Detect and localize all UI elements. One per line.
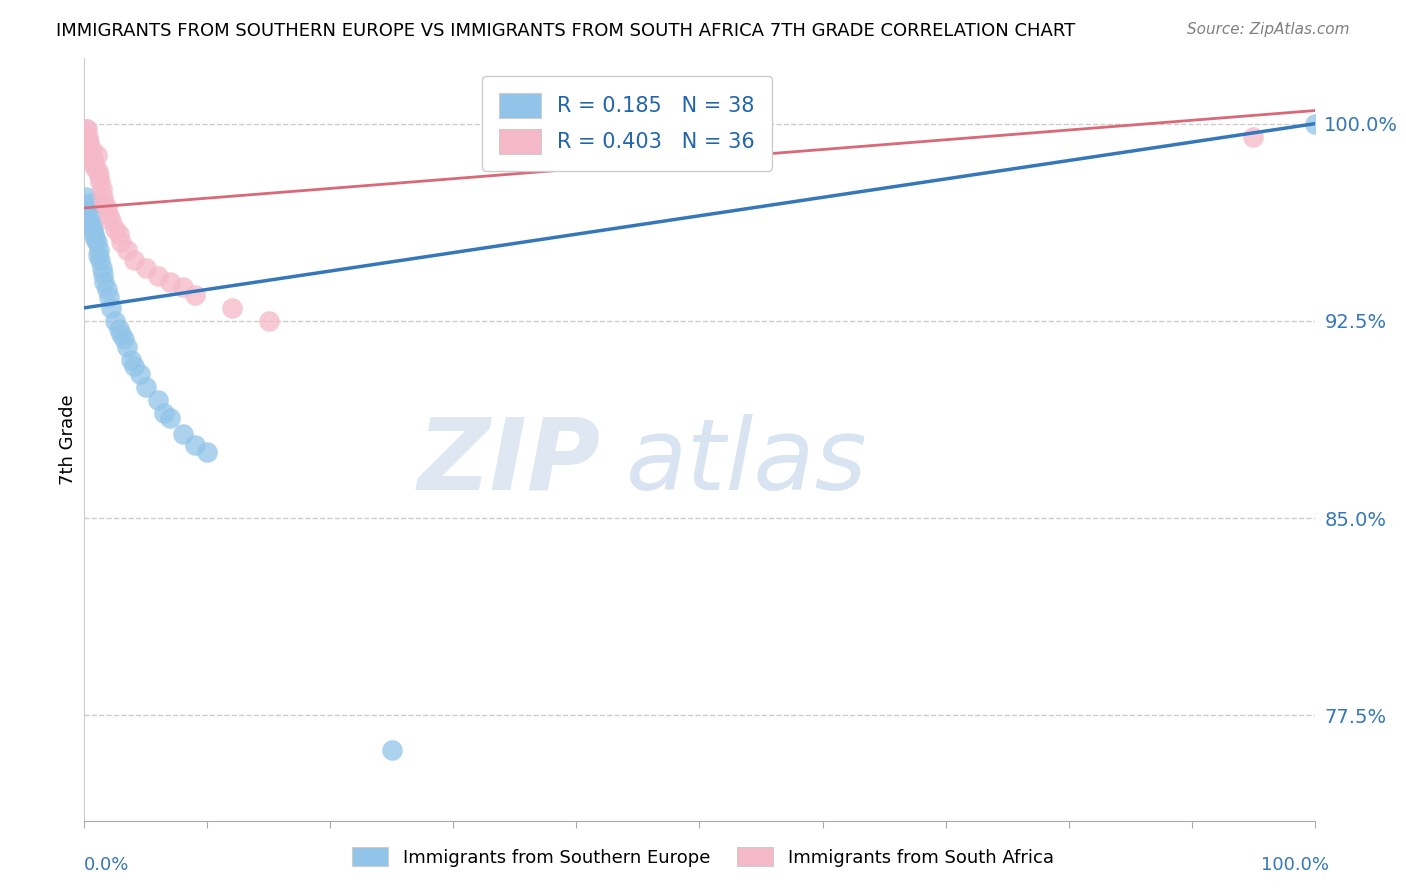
Point [98, 290, 120, 304]
Point [79, 135, 101, 149]
Point [82, 151, 104, 165]
Point [87, 243, 111, 257]
Point [83, 156, 105, 170]
Point [221, 301, 243, 315]
Text: Source: ZipAtlas.com: Source: ZipAtlas.com [1187, 22, 1350, 37]
Point [120, 353, 142, 368]
Point [1241, 129, 1264, 144]
Point [77, 201, 100, 215]
Point [83, 227, 105, 242]
Point [89, 253, 111, 268]
Point [86, 148, 108, 162]
Point [172, 279, 194, 293]
Point [128, 367, 150, 381]
Point [96, 201, 118, 215]
Point [91, 267, 114, 281]
Point [122, 253, 145, 268]
Point [110, 235, 132, 249]
Point [87, 169, 111, 184]
Point [257, 314, 280, 328]
Point [135, 380, 157, 394]
Point [104, 222, 127, 236]
Point [86, 235, 108, 249]
Point [172, 427, 194, 442]
Point [104, 314, 127, 328]
Point [117, 243, 139, 257]
Point [93, 195, 115, 210]
Point [98, 209, 120, 223]
Point [79, 195, 101, 210]
Legend: Immigrants from Southern Europe, Immigrants from South Africa: Immigrants from Southern Europe, Immigra… [344, 840, 1062, 874]
Text: ZIP: ZIP [418, 414, 602, 511]
Point [100, 301, 122, 315]
Point [79, 214, 101, 228]
Point [76, 198, 98, 212]
Point [90, 261, 112, 276]
Point [148, 392, 170, 407]
Point [100, 214, 122, 228]
Point [84, 232, 107, 246]
Point [87, 164, 110, 178]
Legend: R = 0.185   N = 38, R = 0.403   N = 36: R = 0.185 N = 38, R = 0.403 N = 36 [482, 76, 772, 170]
Point [112, 332, 135, 346]
Point [80, 156, 103, 170]
Point [77, 129, 100, 144]
Text: 0.0%: 0.0% [84, 855, 129, 873]
Point [87, 248, 110, 262]
Point [75, 190, 97, 204]
Point [79, 148, 101, 162]
Point [75, 129, 97, 144]
Point [1303, 117, 1326, 131]
Text: IMMIGRANTS FROM SOUTHERN EUROPE VS IMMIGRANTS FROM SOUTH AFRICA 7TH GRADE CORREL: IMMIGRANTS FROM SOUTHERN EUROPE VS IMMIG… [56, 22, 1076, 40]
Point [159, 411, 181, 425]
Point [197, 445, 219, 459]
Point [110, 327, 132, 342]
Point [135, 261, 157, 276]
Point [82, 222, 104, 236]
Point [76, 137, 98, 152]
Point [93, 275, 115, 289]
Point [80, 217, 103, 231]
Point [79, 209, 101, 223]
Point [79, 143, 101, 157]
Point [90, 182, 112, 196]
Point [148, 269, 170, 284]
Point [76, 122, 98, 136]
Point [381, 742, 404, 756]
Point [89, 175, 111, 189]
Point [184, 287, 207, 301]
Y-axis label: 7th Grade: 7th Grade [59, 394, 77, 484]
Point [75, 122, 97, 136]
Point [108, 227, 131, 242]
Text: atlas: atlas [626, 414, 868, 511]
Text: 100.0%: 100.0% [1261, 855, 1329, 873]
Point [159, 275, 181, 289]
Point [84, 161, 107, 176]
Point [80, 143, 103, 157]
Point [108, 322, 131, 336]
Point [96, 282, 118, 296]
Point [184, 437, 207, 451]
Point [153, 406, 176, 420]
Point [76, 209, 98, 223]
Point [122, 359, 145, 373]
Point [117, 340, 139, 354]
Point [91, 190, 114, 204]
